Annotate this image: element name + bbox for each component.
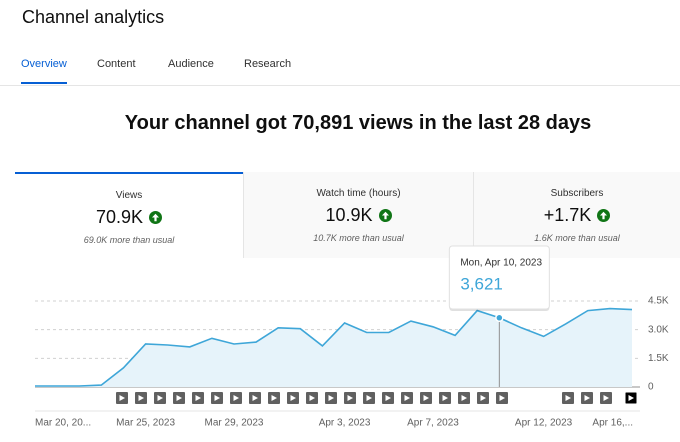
video-marker-play: [628, 395, 634, 401]
metric-card[interactable]: Watch time (hours) 10.9K 10.7K more than u…: [243, 172, 473, 258]
video-marker-play: [385, 395, 391, 401]
video-marker-play: [499, 395, 505, 401]
video-marker: [192, 392, 204, 404]
video-marker-play: [233, 395, 239, 401]
line: [35, 307, 633, 387]
metric-note: 10.7K more than usual: [313, 233, 404, 243]
x-tick-label: Apr 3, 2023: [319, 418, 371, 429]
metric-label: Views: [115, 190, 143, 201]
video-marker-play: [176, 395, 182, 401]
video-marker: [439, 392, 451, 404]
video-marker: [268, 392, 280, 404]
video-marker: [496, 392, 508, 404]
video-marker-play: [271, 395, 277, 401]
video-marker: [325, 392, 337, 404]
video-marker: [562, 392, 574, 404]
x-tick-label: Mar 29, 2023: [205, 418, 264, 429]
area-fill: [35, 308, 632, 387]
y-tick-label: 3.0K: [648, 324, 669, 335]
video-marker: [420, 392, 432, 404]
x-tick-label: Mar 20, 20...: [35, 418, 91, 429]
video-marker: [477, 392, 489, 404]
metric-value: 70.9K: [95, 206, 144, 227]
up-arrow-icon: [597, 208, 611, 222]
video-marker-play: [423, 395, 429, 401]
video-marker-play: [603, 395, 609, 401]
y-tick-label: 0: [648, 382, 654, 393]
video-marker-play: [157, 395, 163, 401]
headline: Your channel got 70,891 views in the las…: [124, 112, 592, 134]
up-arrow-icon: [149, 210, 163, 224]
video-marker-play: [290, 395, 296, 401]
tooltip-value: 3,621: [460, 274, 503, 293]
hover-point: [495, 313, 504, 323]
video-marker: [382, 392, 394, 404]
video-marker: [344, 392, 356, 404]
video-marker: [249, 392, 261, 404]
y-tick-label: 1.5K: [648, 353, 669, 364]
video-marker: [581, 392, 593, 404]
metric-label: Subscribers: [550, 188, 604, 199]
x-tick-label: Apr 16,...: [592, 418, 633, 429]
tab-bar: Overview Content Audience Research: [0, 58, 680, 86]
video-marker-play: [366, 395, 372, 401]
video-marker: [287, 392, 299, 404]
metric-label: Watch time (hours): [316, 188, 401, 199]
video-marker-play: [214, 395, 220, 401]
x-tick-label: Apr 7, 2023: [407, 418, 459, 429]
video-marker-play: [442, 395, 448, 401]
metric-value: +1.7K: [543, 204, 592, 225]
video-marker-play: [347, 395, 353, 401]
metric-value-row: 70.9K: [15, 206, 243, 228]
tab[interactable]: Audience: [168, 58, 214, 70]
video-marker-play: [119, 395, 125, 401]
video-marker-play: [404, 395, 410, 401]
metric-value-row: +1.7K: [474, 204, 680, 226]
tab[interactable]: Content: [97, 58, 136, 70]
video-marker-play: [195, 395, 201, 401]
video-marker: [306, 392, 318, 404]
x-tick-label: Mar 25, 2023: [116, 418, 175, 429]
tab[interactable]: Overview: [21, 58, 67, 84]
video-marker: [624, 391, 638, 405]
video-marker-play: [565, 395, 571, 401]
video-marker-play: [480, 395, 486, 401]
video-marker: [230, 392, 242, 404]
video-marker: [135, 392, 147, 404]
video-marker-play: [309, 395, 315, 401]
tab[interactable]: Research: [244, 58, 292, 70]
video-marker-play: [328, 395, 334, 401]
tooltip: [448, 245, 550, 310]
up-arrow-icon: [378, 208, 392, 222]
video-marker-play: [461, 395, 467, 401]
video-marker: [154, 392, 166, 404]
metric-note: 69.0K more than usual: [83, 235, 175, 245]
video-marker-play: [252, 395, 258, 401]
video-marker: [211, 392, 223, 404]
metric-note: 1.6K more than usual: [534, 233, 620, 243]
x-tick-label: Apr 12, 2023: [515, 418, 573, 429]
metric-card[interactable]: Views 70.9K 69.0K more than usual: [15, 172, 243, 258]
video-marker-play: [584, 395, 590, 401]
video-marker: [363, 392, 375, 404]
y-tick-label: 4.5K: [648, 296, 669, 307]
page-title: Channel analytics: [22, 7, 165, 27]
video-marker-play: [138, 395, 144, 401]
video-marker: [116, 392, 128, 404]
video-marker: [458, 392, 470, 404]
video-marker: [600, 392, 612, 404]
tooltip-date: Mon, Apr 10, 2023: [460, 258, 542, 269]
video-marker: [401, 392, 413, 404]
metric-card[interactable]: Subscribers +1.7K 1.6K more than usual: [473, 172, 680, 258]
metric-value-row: 10.9K: [244, 204, 473, 226]
metric-value: 10.9K: [325, 204, 373, 225]
video-marker: [173, 392, 185, 404]
